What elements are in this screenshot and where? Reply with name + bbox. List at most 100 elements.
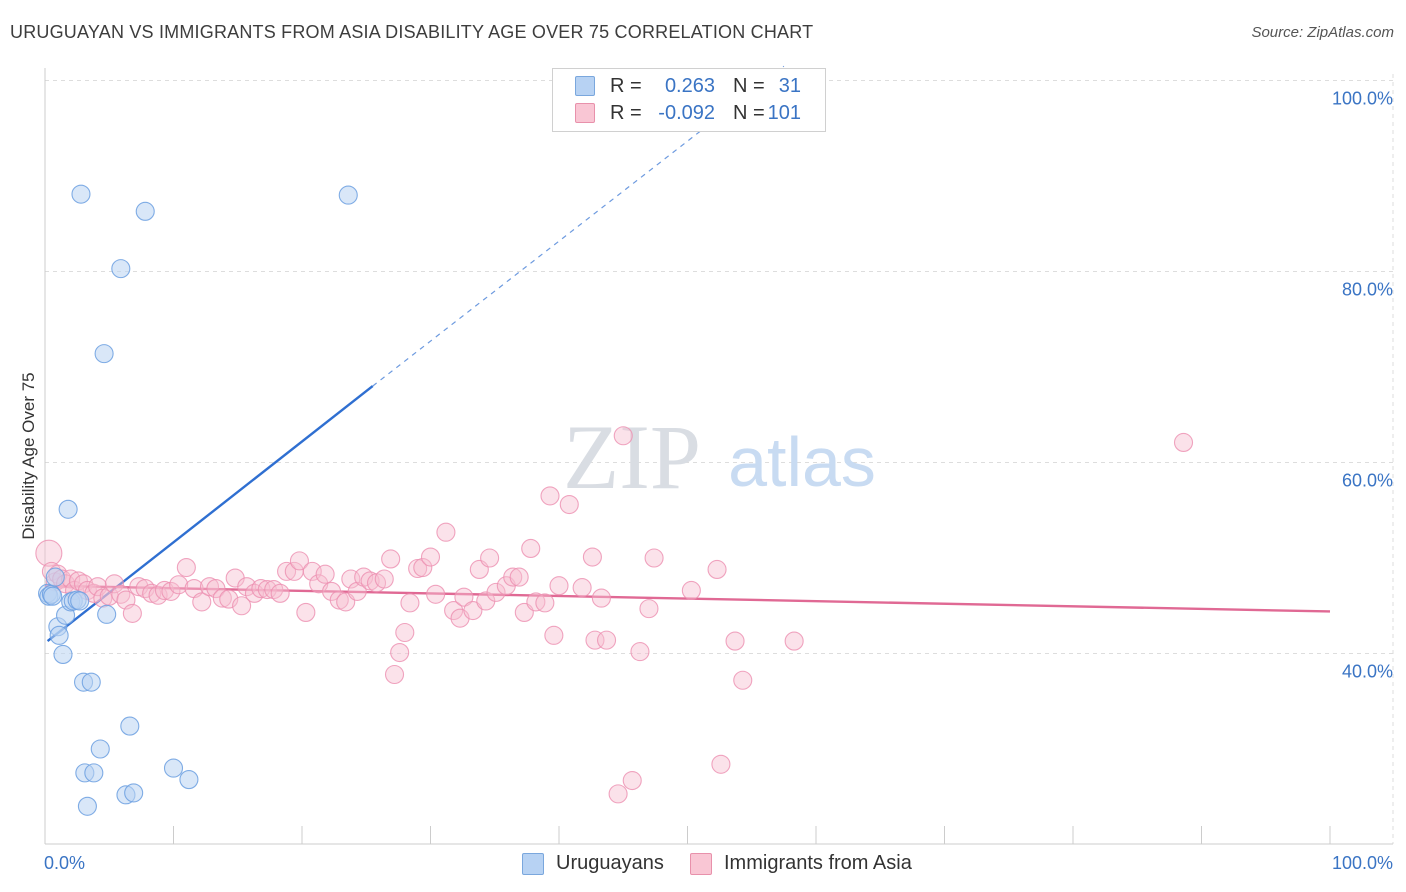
data-point-immigrants-from-asia [122, 603, 142, 623]
data-point-immigrants-from-asia [613, 426, 633, 446]
data-point-immigrants-from-asia [192, 592, 212, 612]
data-point-uruguayans [71, 184, 91, 204]
data-point-uruguayans [53, 644, 73, 665]
legend-n-value: 101 [767, 102, 801, 124]
data-point-uruguayans [94, 344, 114, 364]
data-point-immigrants-from-asia [644, 548, 664, 568]
data-point-immigrants-from-asia [572, 578, 592, 598]
data-point-immigrants-from-asia [509, 567, 529, 587]
data-point-immigrants-from-asia [1173, 432, 1194, 452]
legend-r-label: R = [610, 75, 642, 97]
x-tick-label: 100.0% [1332, 853, 1393, 873]
data-point-immigrants-from-asia [707, 559, 727, 580]
legend-swatch-blue [575, 76, 595, 96]
data-point-immigrants-from-asia [486, 582, 506, 602]
data-point-immigrants-from-asia [596, 630, 617, 650]
data-point-immigrants-from-asia [360, 571, 380, 591]
data-point-immigrants-from-asia [608, 784, 628, 804]
series-swatch-blue [522, 853, 544, 875]
legend-swatch-pink [575, 103, 595, 123]
data-point-immigrants-from-asia [257, 579, 277, 600]
data-point-uruguayans [179, 770, 199, 790]
legend-r-value: -0.092 [658, 102, 715, 124]
data-point-immigrants-from-asia [426, 584, 446, 604]
data-point-uruguayans [77, 796, 97, 816]
data-point-immigrants-from-asia [559, 494, 579, 515]
data-point-immigrants-from-asia [540, 486, 560, 506]
data-point-uruguayans [81, 672, 101, 692]
data-point-immigrants-from-asia [296, 602, 316, 622]
data-point-immigrants-from-asia [521, 538, 541, 559]
data-point-immigrants-from-asia [480, 548, 500, 568]
data-point-immigrants-from-asia [413, 557, 433, 578]
series-swatch-pink [690, 853, 712, 875]
data-point-immigrants-from-asia [630, 642, 650, 662]
data-point-uruguayans [70, 591, 90, 611]
trend-lines [44, 65, 1331, 643]
data-point-immigrants-from-asia [395, 622, 415, 643]
data-point-immigrants-from-asia [400, 593, 420, 613]
data-point-immigrants-from-asia [154, 580, 175, 601]
legend-n-value: 31 [778, 75, 801, 97]
data-point-uruguayans [90, 739, 110, 759]
data-point-uruguayans [84, 763, 104, 783]
data-point-immigrants-from-asia [420, 547, 441, 567]
data-point-immigrants-from-asia [711, 754, 731, 774]
data-point-immigrants-from-asia [176, 557, 196, 578]
data-point-immigrants-from-asia [212, 588, 232, 608]
data-point-immigrants-from-asia [384, 664, 405, 685]
data-point-immigrants-from-asia [390, 642, 410, 663]
data-point-immigrants-from-asia [784, 631, 804, 651]
data-point-uruguayans [120, 716, 140, 736]
series-label: Uruguayans [556, 852, 664, 874]
data-point-immigrants-from-asia [544, 625, 564, 645]
data-point-uruguayans [58, 499, 78, 519]
data-point-immigrants-from-asia [582, 547, 602, 567]
data-point-immigrants-from-asia [549, 576, 569, 596]
data-point-immigrants-from-asia [329, 590, 349, 610]
y-tick-label: 100.0% [1332, 89, 1393, 109]
data-point-uruguayans [97, 604, 117, 624]
data-point-uruguayans [163, 758, 184, 778]
legend-r-value: 0.263 [664, 75, 715, 97]
data-point-uruguayans [111, 259, 131, 279]
data-point-immigrants-from-asia [535, 593, 555, 613]
grid-lines [45, 74, 1394, 844]
data-point-uruguayans [43, 586, 63, 606]
data-point-immigrants-from-asia [169, 575, 189, 595]
data-point-immigrants-from-asia [639, 599, 659, 619]
data-point-immigrants-from-asia [436, 522, 456, 542]
data-point-immigrants-from-asia [622, 770, 642, 791]
legend-n-label: N = [733, 75, 765, 97]
points-uruguayans [38, 184, 358, 816]
data-point-immigrants-from-asia [270, 583, 290, 603]
legend-n-label: N = [733, 102, 765, 124]
watermark-zip: ZIP [563, 406, 701, 508]
axes [44, 68, 1393, 845]
data-point-immigrants-from-asia [289, 551, 309, 571]
data-point-immigrants-from-asia [725, 631, 745, 651]
tick-labels: 40.0% 60.0% 80.0% 100.0% 0.0% 100.0% [44, 89, 1393, 874]
data-point-immigrants-from-asia [232, 596, 252, 616]
data-point-immigrants-from-asia [277, 561, 297, 581]
data-point-immigrants-from-asia [347, 581, 367, 601]
y-tick-label: 80.0% [1342, 280, 1393, 300]
data-point-immigrants-from-asia [591, 588, 611, 608]
legend-row-immigrants-from-asia: R = -0.092 N = 101 [553, 100, 825, 127]
data-point-immigrants-from-asia [206, 579, 226, 599]
data-point-immigrants-from-asia [315, 564, 335, 584]
x-tick-label: 0.0% [44, 853, 85, 873]
data-point-immigrants-from-asia [199, 577, 220, 597]
correlation-legend: R = 0.263 N = 31 R = -0.092 N = 101 [552, 68, 826, 132]
data-point-uruguayans [124, 783, 144, 803]
data-point-immigrants-from-asia [463, 600, 483, 621]
data-point-immigrants-from-asia [381, 549, 401, 569]
data-point-immigrants-from-asia [104, 574, 124, 594]
y-tick-label: 40.0% [1342, 662, 1393, 682]
data-point-uruguayans [338, 185, 358, 205]
data-point-uruguayans [45, 567, 65, 587]
data-point-uruguayans [49, 625, 69, 645]
data-point-immigrants-from-asia [585, 630, 605, 650]
legend-row-uruguayans: R = 0.263 N = 31 [553, 73, 825, 100]
series-legend: Uruguayans Immigrants from Asia [0, 852, 1406, 878]
